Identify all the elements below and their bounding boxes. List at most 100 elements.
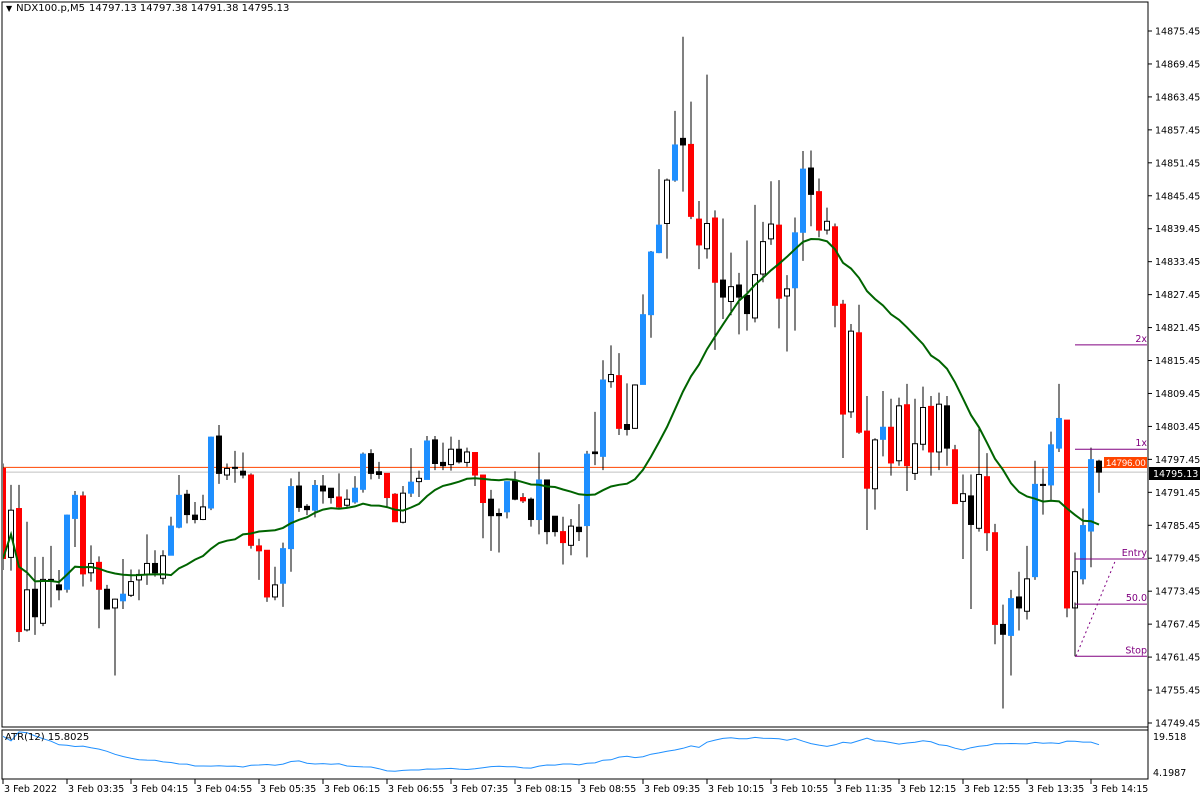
time-tick-label: 3 Feb 14:15: [1092, 784, 1148, 795]
candle: [168, 516, 174, 556]
candle: [760, 221, 766, 283]
candle: [104, 584, 110, 610]
candle: [24, 521, 30, 632]
candle: [848, 324, 854, 418]
candle-body: [664, 179, 670, 224]
candle-body: [968, 495, 974, 525]
candle: [584, 450, 590, 558]
candle-body: [560, 531, 566, 544]
ask-price-label-bg: [1104, 457, 1147, 468]
candle-body: [920, 406, 926, 445]
candle: [832, 223, 838, 328]
candle: [184, 489, 190, 524]
candle: [560, 516, 566, 565]
candle: [656, 169, 662, 254]
candle: [1040, 468, 1046, 515]
candle-body: [1088, 459, 1094, 532]
candle: [728, 252, 734, 316]
candle-body: [800, 168, 806, 233]
candle-body: [520, 497, 526, 502]
candle: [544, 479, 550, 545]
candle-body: [912, 443, 918, 474]
candle: [688, 101, 694, 220]
candle: [1024, 545, 1030, 620]
candle-body: [408, 481, 414, 494]
candle-body: [376, 471, 382, 475]
candle: [488, 489, 494, 551]
candle-body: [712, 217, 718, 283]
candle-body: [1056, 417, 1062, 449]
candle: [1056, 383, 1062, 452]
candle: [1008, 589, 1014, 676]
candle: [256, 538, 262, 580]
candle: [904, 383, 910, 491]
candle: [840, 299, 846, 459]
candle-body: [816, 191, 822, 231]
candle: [296, 471, 302, 512]
price-tick-label: 14773.45: [1155, 587, 1200, 598]
candle-body: [536, 479, 542, 521]
candle: [32, 556, 38, 635]
time-tick-label: 3 Feb 12:55: [964, 784, 1020, 795]
trade-levels[interactable]: 2x 1x Entry 50.0 Stop: [1074, 334, 1148, 657]
candle-body: [896, 405, 902, 462]
candle-body: [360, 453, 366, 490]
candle-body: [696, 218, 702, 246]
candle-body: [976, 473, 982, 529]
time-tick-label: 3 Feb 03:35: [68, 784, 124, 795]
candle-body: [144, 562, 150, 575]
candle: [480, 474, 486, 539]
candle-body: [312, 484, 318, 511]
candle-body: [112, 598, 118, 609]
candle-body: [768, 223, 774, 240]
candle-body: [616, 375, 622, 429]
price-tick-label: 14821.45: [1155, 323, 1200, 334]
time-axis: 3 Feb 2022 3 Feb 03:35 3 Feb 04:15 3 Feb 04…: [2, 779, 1148, 795]
candle: [112, 598, 118, 676]
time-tick-label: 3 Feb 11:35: [836, 784, 892, 795]
price-tick-label: 14827.45: [1155, 290, 1200, 301]
candle-body: [512, 480, 518, 500]
candle-body: [224, 467, 230, 476]
candle-body: [752, 274, 758, 319]
candle-body: [1064, 419, 1070, 609]
candle: [816, 178, 822, 238]
candle-body: [960, 493, 966, 502]
level-label: 50.0: [1126, 593, 1147, 604]
candle: [1032, 460, 1038, 580]
candle: [280, 542, 286, 607]
candle-body: [320, 485, 326, 492]
triangle-down-icon[interactable]: ▼: [6, 4, 13, 13]
current-price-labels: 14796.00 14795.13: [1104, 457, 1200, 480]
candle-body: [1040, 483, 1046, 486]
candle: [752, 204, 758, 323]
candle-body: [56, 584, 62, 591]
candle: [632, 384, 638, 429]
candle-body: [864, 430, 870, 489]
level-label: 1x: [1135, 438, 1147, 449]
candle-body: [232, 466, 238, 469]
candle-body: [152, 562, 158, 574]
price-tick-label: 14809.45: [1155, 389, 1200, 400]
candle-body: [888, 426, 894, 464]
candle-body: [1080, 525, 1086, 580]
candle: [1048, 431, 1054, 502]
candle: [320, 475, 326, 504]
candle: [80, 491, 86, 587]
price-tick-label: 14839.45: [1155, 224, 1200, 235]
candle-body: [680, 137, 686, 146]
candle: [64, 514, 70, 593]
time-tick-label: 3 Feb 04:15: [132, 784, 188, 795]
candle: [240, 452, 246, 479]
candle: [864, 395, 870, 530]
candle: [984, 453, 990, 551]
candle-body: [448, 448, 454, 466]
candle-body: [256, 545, 262, 552]
candle: [448, 436, 454, 471]
candle-body: [24, 589, 30, 631]
candle-body: [3, 467, 6, 560]
candle: [792, 217, 798, 331]
candle: [496, 508, 502, 553]
candle: [624, 383, 630, 436]
